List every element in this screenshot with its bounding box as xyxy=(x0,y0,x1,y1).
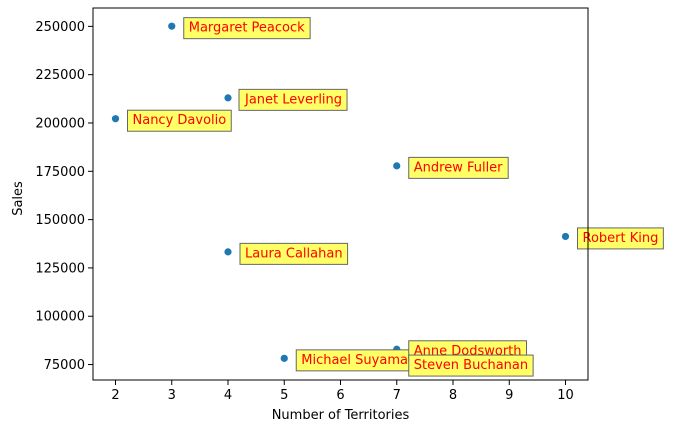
point-annotation: Michael Suyama xyxy=(295,349,414,372)
data-point xyxy=(111,115,120,123)
annotation-label: Steven Buchanan xyxy=(414,358,528,373)
annotation-label: Robert King xyxy=(583,231,659,246)
annotation-label: Andrew Fuller xyxy=(414,160,503,175)
annotation-label: Laura Callahan xyxy=(245,246,343,261)
annotation-box xyxy=(408,354,534,377)
x-tick-label: 6 xyxy=(336,388,344,403)
data-point xyxy=(168,22,176,30)
annotation-box xyxy=(127,109,232,132)
point-annotations: Margaret Peacock Janet Leverling Nancy Dav… xyxy=(127,17,664,377)
data-point xyxy=(280,354,288,362)
x-tick-label: 2 xyxy=(111,388,119,403)
y-tick-label: 250000 xyxy=(35,20,85,35)
point-annotation: Margaret Peacock xyxy=(183,17,311,40)
annotation-box xyxy=(238,88,348,111)
x-tick-label: 8 xyxy=(449,388,457,403)
y-tick-label: 175000 xyxy=(35,165,85,180)
x-tick-label: 10 xyxy=(557,388,574,403)
plot-background xyxy=(93,8,588,380)
annotation-label: Michael Suyama xyxy=(301,353,408,368)
annotation-box xyxy=(408,156,509,179)
annotation-box xyxy=(183,17,311,40)
data-point xyxy=(393,162,401,170)
annotation-label: Margaret Peacock xyxy=(189,21,305,36)
x-tick-label: 5 xyxy=(280,388,288,403)
y-tick-label: 225000 xyxy=(35,68,85,83)
annotation-box xyxy=(577,227,664,250)
point-annotation: Robert King xyxy=(577,227,664,250)
point-annotation: Andrew Fuller xyxy=(408,156,509,179)
y-tick-label: 200000 xyxy=(35,116,85,131)
y-axis-label: Sales xyxy=(11,181,26,216)
x-tick-label: 3 xyxy=(168,388,176,403)
point-annotation: Nancy Davolio xyxy=(127,109,232,132)
x-tick-label: 7 xyxy=(393,388,401,403)
point-annotation: Steven Buchanan xyxy=(408,354,534,377)
data-point xyxy=(224,248,232,256)
point-annotation: Laura Callahan xyxy=(239,242,349,265)
y-tick-label: 150000 xyxy=(35,213,85,228)
point-annotation: Janet Leverling xyxy=(238,88,348,111)
annotation-box xyxy=(239,242,349,265)
annotation-label: Nancy Davolio xyxy=(133,113,227,128)
x-axis-label: Number of Territories xyxy=(272,408,410,423)
plot-area xyxy=(93,8,588,380)
y-tick-label: 75000 xyxy=(44,358,85,373)
axes: 2 3 4 5 6 7 8 9 10 75000 100000 125000 150000 175000 2… xyxy=(35,7,589,403)
y-tick-label: 100000 xyxy=(35,310,85,325)
annotation-label: Janet Leverling xyxy=(244,92,342,107)
data-point xyxy=(561,232,570,241)
x-tick-label: 9 xyxy=(505,388,513,403)
y-tick-label: 125000 xyxy=(35,261,85,276)
x-tick-label: 4 xyxy=(224,388,232,403)
data-point xyxy=(224,94,232,102)
